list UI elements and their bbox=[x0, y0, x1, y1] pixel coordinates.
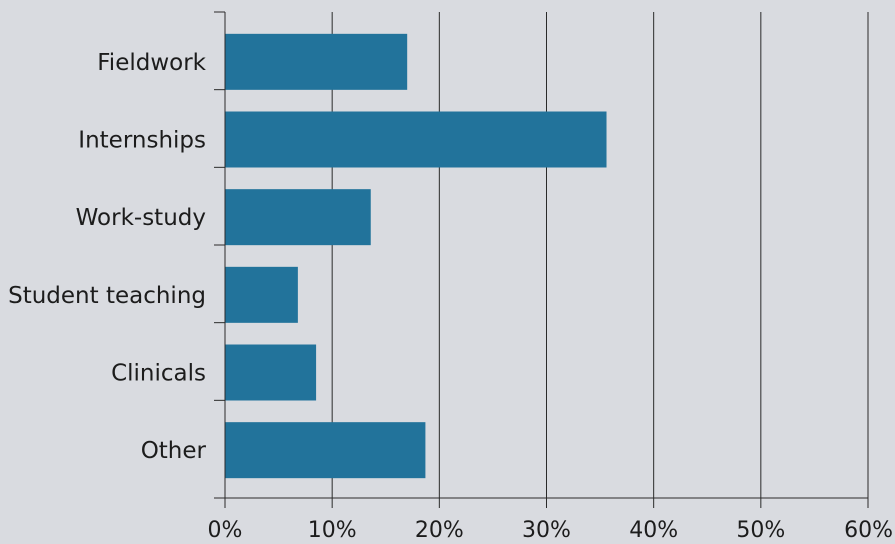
x-tick-label: 50% bbox=[736, 518, 785, 543]
x-tick-label: 20% bbox=[415, 518, 464, 543]
bar bbox=[225, 266, 298, 323]
bar bbox=[225, 344, 317, 401]
x-tick-label: 30% bbox=[522, 518, 571, 543]
x-tick-label: 0% bbox=[208, 518, 243, 543]
bar bbox=[225, 111, 607, 168]
x-tick-label: 40% bbox=[629, 518, 678, 543]
category-label: Clinicals bbox=[111, 361, 206, 387]
category-label: Fieldwork bbox=[97, 50, 206, 76]
gridlines bbox=[331, 12, 869, 498]
bar bbox=[225, 33, 408, 90]
bar bbox=[225, 422, 426, 479]
labels: 0% 10% 20% 30% 40% 50% 60% Fieldwork Internships… bbox=[8, 50, 893, 543]
axes bbox=[214, 11, 869, 508]
x-tick-label: 10% bbox=[308, 518, 357, 543]
bars bbox=[225, 33, 607, 479]
x-tick-label: 60% bbox=[844, 518, 893, 543]
category-label: Work-study bbox=[76, 205, 206, 231]
bar bbox=[225, 189, 371, 246]
category-label: Internships bbox=[78, 128, 206, 154]
category-label: Other bbox=[141, 438, 207, 464]
category-label: Student teaching bbox=[8, 283, 206, 309]
